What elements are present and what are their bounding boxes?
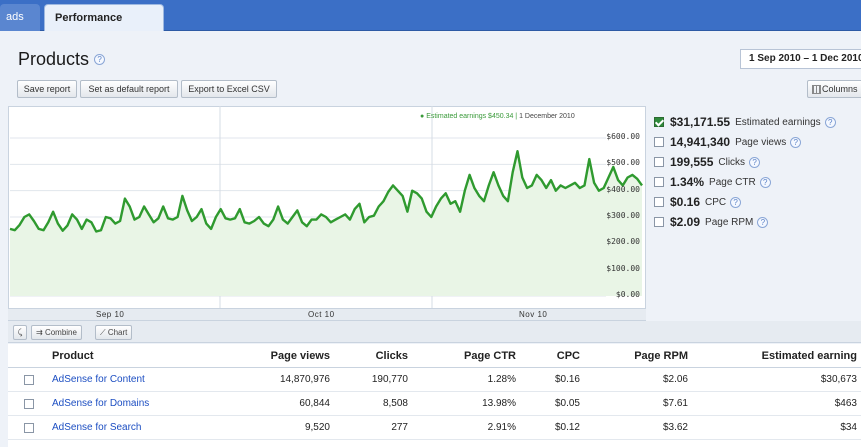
cell-clicks: 8,508 <box>382 398 408 409</box>
product-link[interactable]: AdSense for Content <box>52 374 145 385</box>
metric-checkbox[interactable] <box>654 197 664 207</box>
cell-page-rpm: $7.61 <box>662 398 688 409</box>
set-default-report-button[interactable]: Set as default report <box>80 80 178 98</box>
metric-name: Page views <box>735 136 787 148</box>
metric-checkbox[interactable] <box>654 177 664 187</box>
header-page-ctr[interactable]: Page CTR <box>464 350 516 362</box>
tab-ads[interactable]: ads <box>0 4 40 31</box>
table-row: AdSense for Search 9,520 277 2.91% $0.12 $3.6… <box>8 416 861 440</box>
table-row-total <box>8 440 861 447</box>
legend-dot-icon: ● <box>420 113 425 120</box>
help-icon[interactable]: ? <box>759 176 771 188</box>
product-link[interactable]: AdSense for Domains <box>52 398 150 409</box>
tab-bar: ads Performance reports <box>0 0 861 51</box>
y-tick-label: $0.00 <box>615 290 640 299</box>
earnings-area <box>10 151 642 296</box>
metric-name: CPC <box>705 196 727 208</box>
cell-page-views: 14,870,976 <box>279 374 330 385</box>
table-row: AdSense for Content 14,870,976 190,770 1.28… <box>8 368 861 392</box>
x-tick-label: Oct 10 <box>308 310 335 319</box>
x-tick-label: Nov 10 <box>519 310 548 319</box>
metric-name: Page CTR <box>709 176 756 188</box>
cell-page-ctr: 2.91% <box>487 422 516 433</box>
metric-checkbox[interactable] <box>654 137 664 147</box>
metric-item[interactable]: $0.16 CPC? <box>654 192 861 212</box>
cell-page-ctr: 1.28% <box>487 374 516 385</box>
export-csv-button[interactable]: Export to Excel CSV <box>181 80 277 98</box>
header-cpc[interactable]: CPC <box>556 350 580 362</box>
metric-checkbox[interactable] <box>654 117 664 127</box>
metric-name: Page RPM <box>705 216 754 228</box>
page-title: Products? <box>18 49 106 70</box>
cell-page-views: 60,844 <box>299 398 330 409</box>
cell-page-rpm: $3.62 <box>662 422 688 433</box>
x-axis-band <box>8 308 646 321</box>
combine-button[interactable]: ⇉ Combine <box>31 325 82 340</box>
earnings-line-chart <box>9 106 643 308</box>
metric-item[interactable]: 14,941,340 Page views? <box>654 132 861 152</box>
header-page-views[interactable]: Page views <box>270 350 330 362</box>
metric-checkbox[interactable] <box>654 217 664 227</box>
help-icon[interactable]: ? <box>730 196 742 208</box>
y-tick-label: $100.00 <box>606 263 640 273</box>
metric-value: $31,171.55 <box>670 115 731 129</box>
date-range-picker[interactable]: 1 Sep 2010 – 1 Dec 2010 <box>740 49 861 69</box>
row-checkbox[interactable] <box>24 423 34 433</box>
header-page-rpm[interactable]: Page RPM <box>634 350 688 362</box>
columns-button[interactable]: Columns <box>807 80 861 98</box>
metric-item[interactable]: 199,555 Clicks? <box>654 152 861 172</box>
cell-cpc: $0.16 <box>554 374 580 385</box>
table-header: Product Page views Clicks Page CTR CPC P… <box>8 344 861 368</box>
chart-annotation: ● Estimated earnings $450.34 | 1 Decembe… <box>420 113 575 120</box>
metric-value: 14,941,340 <box>670 135 731 149</box>
y-tick-label: $500.00 <box>606 158 640 168</box>
x-tick-label: Sep 10 <box>96 310 125 319</box>
cell-estimated-earnings: $34 <box>840 422 857 433</box>
metric-item[interactable]: $31,171.55 Estimated earnings? <box>654 112 861 132</box>
chart-button[interactable]: ⟋ Chart <box>95 325 133 340</box>
cell-estimated-earnings: $30,673 <box>820 374 857 385</box>
metric-value: 1.34% <box>670 175 705 189</box>
header-product[interactable]: Product <box>52 350 94 362</box>
table-toolbar <box>8 321 861 343</box>
y-tick-label: $600.00 <box>606 132 640 141</box>
save-report-button[interactable]: Save report <box>17 80 77 98</box>
metric-name: Estimated earnings <box>735 116 821 128</box>
cell-cpc: $0.12 <box>554 422 580 433</box>
metric-value: 199,555 <box>670 155 714 169</box>
metric-name: Clicks <box>718 156 746 168</box>
cell-cpc: $0.05 <box>554 398 580 409</box>
row-checkbox[interactable] <box>24 399 34 409</box>
metrics-panel: $31,171.55 Estimated earnings? 14,941,340 P… <box>654 112 861 232</box>
products-table: Product Page views Clicks Page CTR CPC P… <box>8 344 861 447</box>
y-tick-label: $400.00 <box>606 184 640 194</box>
earnings-series-line <box>9 150 643 233</box>
row-checkbox[interactable] <box>24 375 34 385</box>
cell-page-rpm: $2.06 <box>662 374 688 385</box>
metric-item[interactable]: $2.09 Page RPM? <box>654 212 861 232</box>
help-icon[interactable]: ? <box>790 136 802 148</box>
tab-performance-reports[interactable]: Performance reports <box>44 4 164 51</box>
product-link[interactable]: AdSense for Search <box>52 422 142 433</box>
help-icon[interactable]: ? <box>757 216 769 228</box>
header-estimated-earnings[interactable]: Estimated earning <box>761 350 857 362</box>
pin-icon[interactable]: ⤹ <box>13 325 27 340</box>
help-icon[interactable]: ? <box>824 116 836 128</box>
help-icon[interactable]: ? <box>749 156 761 168</box>
table-row: AdSense for Domains 60,844 8,508 13.98% $0.0… <box>8 392 861 416</box>
metric-checkbox[interactable] <box>654 157 664 167</box>
cell-clicks: 190,770 <box>371 374 408 385</box>
cell-clicks: 277 <box>391 422 408 433</box>
cell-estimated-earnings: $463 <box>834 398 857 409</box>
header-clicks[interactable]: Clicks <box>375 350 408 362</box>
metric-item[interactable]: 1.34% Page CTR? <box>654 172 861 192</box>
cell-page-views: 9,520 <box>304 422 330 433</box>
cell-page-ctr: 13.98% <box>482 398 516 409</box>
metric-value: $2.09 <box>670 215 701 229</box>
help-icon[interactable]: ? <box>94 54 106 65</box>
y-tick-label: $200.00 <box>606 237 640 247</box>
metric-value: $0.16 <box>670 195 701 209</box>
y-tick-label: $300.00 <box>606 211 640 220</box>
